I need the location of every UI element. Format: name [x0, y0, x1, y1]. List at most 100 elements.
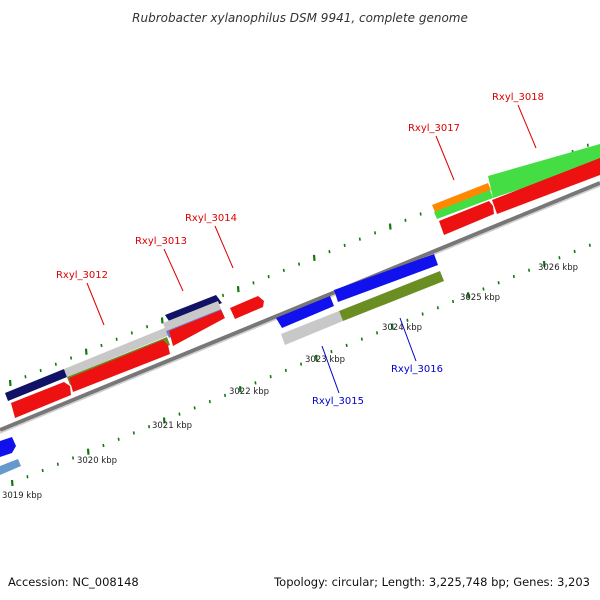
upper-tick [100, 343, 103, 348]
gene-label: Rxyl_3016 [391, 364, 443, 375]
gene-label-leader [435, 135, 455, 181]
gene-bar-grey-mid [163, 301, 221, 331]
lower-tick [132, 431, 135, 435]
scale-label: 3019 kbp [2, 491, 42, 501]
upper-tick [54, 362, 57, 366]
upper-tick [282, 268, 285, 272]
gene-label: Rxyl_3014 [185, 213, 237, 224]
upper-tick [374, 231, 377, 235]
gene-label-leader [321, 345, 340, 394]
lower-tick [56, 462, 59, 466]
lower-tick [406, 318, 409, 322]
gene-label-leader [163, 248, 184, 292]
gene-arrow-far-left-blue [0, 437, 16, 457]
gene-arrow-rxyl-3015b [334, 254, 438, 302]
lower-tick [26, 475, 29, 479]
lower-tick [558, 256, 561, 260]
gene-label-leader [214, 225, 234, 269]
gene-label-leader [517, 104, 537, 149]
lower-tick [542, 260, 546, 268]
upper-tick [160, 317, 164, 324]
lower-tick [178, 412, 181, 416]
gene-arrow-rxyl-3015 [276, 296, 334, 328]
gene-arrow-rxyl-3013b [169, 310, 225, 346]
gene-bar-green-3017 [434, 190, 493, 219]
gene-features [0, 144, 600, 475]
upper-tick [222, 293, 225, 298]
gene-bar-orange-3017 [432, 183, 491, 212]
gene-label-leader [399, 317, 417, 362]
upper-tick [388, 223, 392, 230]
backbone-outer [0, 181, 600, 432]
scale-labels: 3019 kbp 3020 kbp 3021 kbp 3022 kbp 3023 kbp… [2, 263, 578, 501]
lower-tick [345, 343, 348, 347]
gene-arrow-rxyl-3012 [11, 382, 71, 418]
upper-tick [146, 325, 149, 329]
lower-tick [497, 281, 500, 285]
genome-summary-text: Topology: circular; Length: 3,225,748 bp… [273, 575, 590, 589]
gene-bar-rxyl-3016 [339, 271, 444, 321]
lower-tick [72, 456, 75, 460]
lower-tick [512, 274, 515, 279]
lower-tick [436, 306, 439, 310]
lower-tick [466, 292, 470, 299]
upper-tick [419, 212, 422, 216]
upper-tick [343, 243, 346, 247]
lower-tick [193, 406, 196, 410]
lower-tick [86, 448, 90, 455]
upper-tick [84, 348, 88, 355]
upper-tick [328, 249, 331, 254]
upper-tick [236, 286, 240, 293]
scale-label: 3021 kbp [152, 421, 192, 431]
lower-tick [390, 323, 394, 330]
upper-tick [267, 274, 270, 279]
gene-arrow-rxyl-3018 [492, 158, 600, 214]
lower-tick [41, 468, 44, 473]
lower-tick-ring [10, 243, 591, 487]
lower-tick [284, 368, 287, 372]
gene-label-leaders [86, 104, 537, 394]
gene-label: Rxyl_3018 [492, 92, 544, 103]
upper-tick [358, 237, 361, 241]
upper-tick [70, 356, 73, 360]
gene-arrow-rxyl-3013 [69, 340, 170, 392]
lower-tick [330, 349, 333, 354]
map-title: Rubrobacter xylanophilus DSM 9941, compl… [132, 11, 468, 25]
gene-bar-far-left-steelblue [0, 459, 21, 475]
lower-tick [376, 331, 379, 335]
lower-tick [208, 400, 211, 404]
lower-tick [162, 417, 166, 424]
upper-tick [252, 281, 255, 285]
accession-text: Accession: NC_008148 [8, 575, 139, 589]
upper-tick [24, 375, 27, 379]
lower-tick [238, 386, 242, 393]
lower-tick [588, 243, 591, 247]
lower-tick [573, 249, 576, 254]
upper-tick [39, 368, 42, 373]
upper-tick [130, 331, 133, 335]
upper-tick [298, 262, 301, 266]
gene-label: Rxyl_3012 [56, 270, 108, 281]
lower-tick [10, 479, 14, 487]
lower-tick [421, 312, 424, 316]
lower-tick [102, 443, 105, 448]
upper-tick [115, 337, 118, 341]
lower-tick [452, 299, 455, 304]
gene-bar-grey-left [64, 327, 170, 377]
upper-tick [404, 218, 407, 222]
scale-label: 3020 kbp [77, 456, 117, 466]
lower-tick [117, 437, 120, 441]
lower-tick [528, 268, 531, 272]
lower-tick [224, 393, 227, 398]
scale-label: 3024 kbp [382, 323, 422, 333]
gene-bar-grey-3016 [281, 311, 343, 345]
gene-bar-navy-left [5, 369, 67, 401]
gene-bar-green-3018 [488, 144, 600, 198]
gene-label: Rxyl_3015 [312, 396, 364, 407]
lower-tick [254, 381, 257, 385]
lower-tick [314, 354, 318, 361]
gene-label: Rxyl_3017 [408, 123, 460, 134]
upper-tick [8, 379, 12, 387]
